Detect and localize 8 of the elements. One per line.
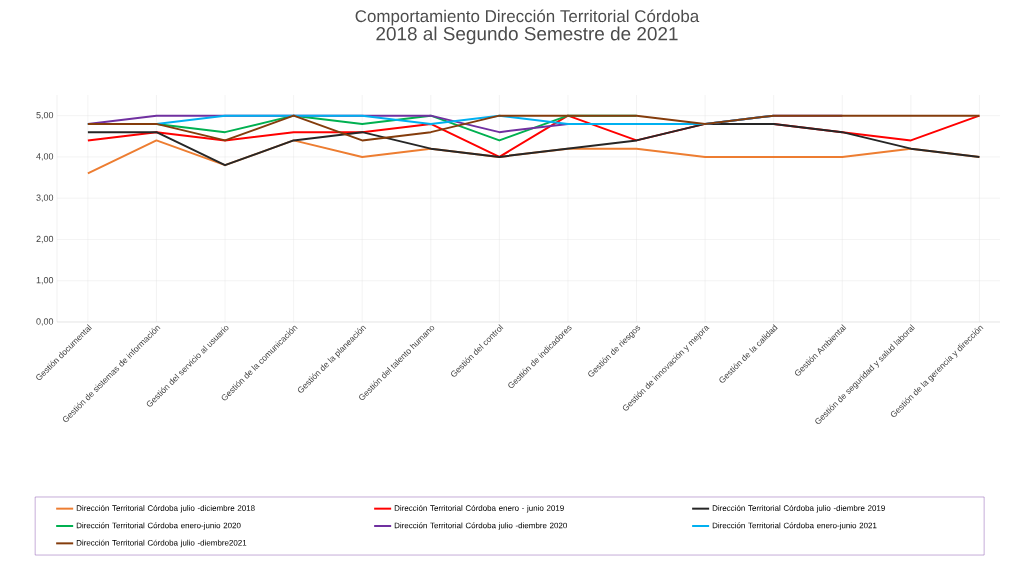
chart-subtitle: 2018 al Segundo Semestre de 2021 <box>376 26 678 45</box>
y-tick-label: 5,00 <box>36 111 54 120</box>
y-tick-label: 3,00 <box>36 194 54 202</box>
y-tick-label: 2,00 <box>36 235 54 244</box>
chart-title: Comportamiento Dirección Territorial Córdoba <box>355 9 700 26</box>
y-tick-label: 4,00 <box>36 153 54 161</box>
y-tick-label: 0,00 <box>36 318 54 326</box>
y-tick-label: 1,00 <box>36 277 54 285</box>
